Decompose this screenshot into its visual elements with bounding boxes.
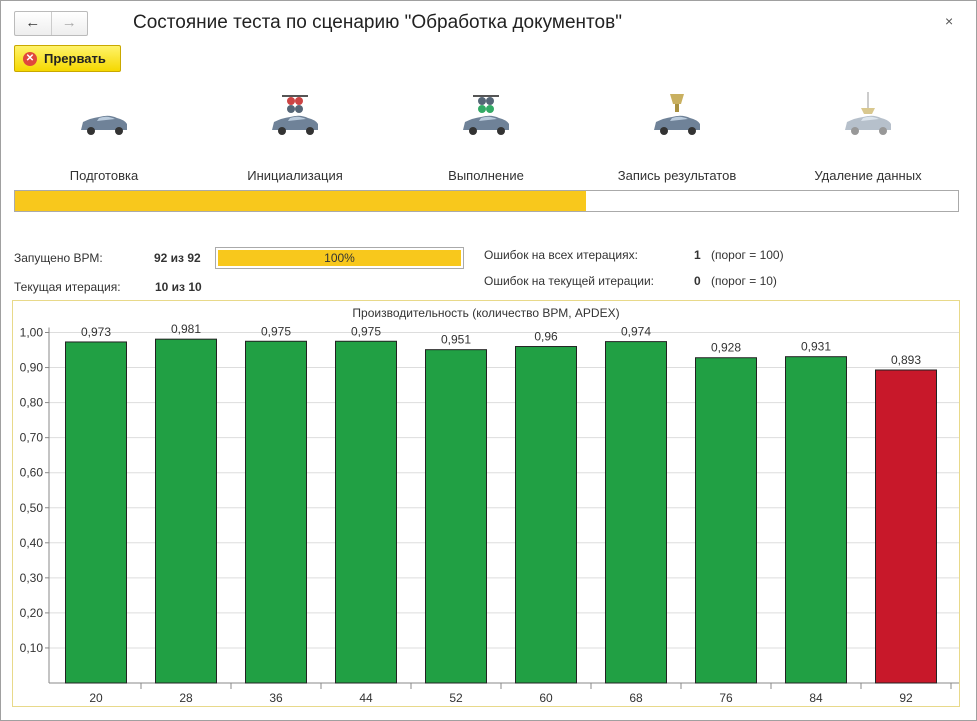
stage-car-icon (272, 95, 318, 135)
apdex-chart: Производительность (количество ВРМ, APDE… (12, 300, 960, 707)
iteration-label: Текущая итерация: (14, 280, 121, 294)
y-tick-label: 0,40 (20, 536, 44, 550)
x-tick-label: 52 (449, 691, 463, 705)
stop-icon: ✕ (23, 51, 37, 66)
stage-label: Удаление данных (814, 168, 922, 183)
bar-68 (605, 341, 667, 684)
iteration-value: 10 из 10 (155, 280, 202, 294)
y-tick-label: 0,50 (20, 501, 44, 515)
stage-car-icon (845, 92, 891, 135)
x-tick-label: 28 (179, 691, 193, 705)
back-button[interactable]: ← (25, 14, 41, 31)
nav-buttons: ← → (14, 11, 88, 36)
x-tick-label: 44 (359, 691, 373, 705)
stage-label: Запись результатов (617, 168, 737, 183)
stage-car-icon (81, 115, 127, 135)
value-label: 0,893 (891, 353, 921, 367)
y-tick-label: 0,30 (20, 571, 44, 585)
y-tick-label: 0,20 (20, 606, 44, 620)
bar-76 (695, 357, 757, 684)
x-tick-label: 92 (899, 691, 913, 705)
bar-52 (425, 349, 487, 684)
abort-button[interactable]: ✕ Прервать (14, 45, 121, 72)
errors-current-label: Ошибок на текущей итерации: (484, 274, 654, 288)
errors-current-threshold: (порог = 10) (711, 274, 777, 288)
bar-44 (335, 340, 397, 684)
x-tick-label: 84 (809, 691, 823, 705)
bar-84 (785, 356, 847, 684)
x-tick-label: 76 (719, 691, 733, 705)
chart-title: Производительность (количество ВРМ, APDE… (352, 306, 619, 320)
bar-20 (65, 341, 127, 684)
value-label: 0,973 (81, 325, 111, 339)
value-label: 0,951 (441, 333, 471, 347)
x-tick-label: 68 (629, 691, 643, 705)
y-tick-label: 0,90 (20, 361, 44, 375)
stage-4: Запись результатов (587, 90, 767, 183)
launched-progress-bar: 100% (215, 247, 464, 269)
x-tick-label: 60 (539, 691, 553, 705)
y-tick-label: 0,10 (20, 641, 44, 655)
x-tick-label: 20 (89, 691, 103, 705)
errors-all-value: 1 (694, 248, 701, 262)
launched-value: 92 из 92 (154, 251, 201, 265)
value-label: 0,974 (621, 325, 651, 339)
stage-2: Инициализация (205, 90, 385, 183)
bar-28 (155, 338, 217, 684)
value-label: 0,975 (351, 324, 381, 338)
bar-92 (875, 369, 937, 684)
forward-button[interactable]: → (50, 12, 88, 35)
bar-60 (515, 346, 577, 684)
bar-36 (245, 340, 307, 684)
y-tick-label: 0,80 (20, 396, 44, 410)
window-title: Состояние теста по сценарию "Обработка д… (133, 12, 622, 33)
chart-svg: Производительность (количество ВРМ, APDE… (20, 306, 959, 705)
abort-label: Прервать (44, 51, 106, 66)
errors-all-label: Ошибок на всех итерациях: (484, 248, 638, 262)
y-tick-label: 0,60 (20, 466, 44, 480)
y-tick-label: 1,00 (20, 326, 44, 340)
stage-label: Выполнение (448, 168, 524, 183)
value-label: 0,96 (534, 330, 558, 344)
stage-3: Выполнение (396, 90, 576, 183)
stage-label: Инициализация (247, 168, 343, 183)
progress-fill (15, 191, 586, 211)
errors-all-threshold: (порог = 100) (711, 248, 784, 262)
value-label: 0,928 (711, 341, 741, 355)
stage-car-icon (654, 94, 700, 135)
launched-percent: 100% (324, 251, 355, 265)
stage-5: Удаление данных (778, 90, 958, 183)
stage-label: Подготовка (69, 168, 139, 183)
stage-car-icon (463, 95, 509, 135)
value-label: 0,931 (801, 340, 831, 354)
close-button[interactable]: × (945, 13, 954, 29)
value-label: 0,981 (171, 322, 201, 336)
launched-label: Запущено ВРМ: (14, 251, 103, 265)
errors-current-value: 0 (694, 274, 701, 288)
overall-progress-bar (14, 190, 959, 212)
y-tick-label: 0,70 (20, 431, 44, 445)
x-tick-label: 36 (269, 691, 283, 705)
stage-1: Подготовка (14, 90, 194, 183)
value-label: 0,975 (261, 324, 291, 338)
